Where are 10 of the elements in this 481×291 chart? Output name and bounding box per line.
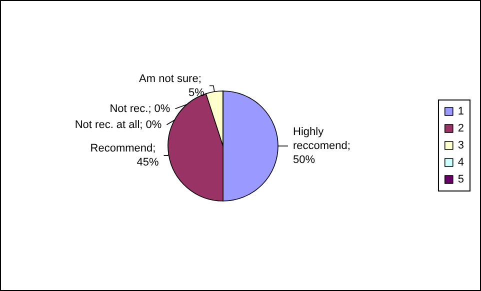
data-label: Highly reccomend; 50% [293, 126, 354, 166]
legend-label: 3 [458, 140, 464, 152]
text: Not rec.; 0% [110, 102, 170, 115]
data-label: Recommend; 45% [90, 142, 159, 169]
data-label: Am not sure; 5% [139, 72, 205, 99]
legend-label: 2 [458, 122, 464, 134]
legend-label: 4 [458, 156, 464, 168]
text: Not rec. at all; 0% [74, 118, 162, 131]
legend-label: 5 [458, 174, 464, 186]
legend-label: 1 [458, 106, 464, 118]
